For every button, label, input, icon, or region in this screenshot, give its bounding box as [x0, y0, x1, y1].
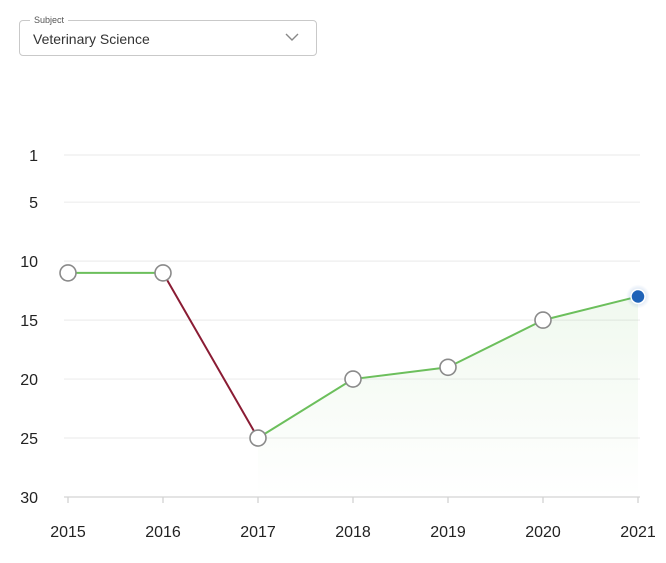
- data-point[interactable]: [59, 264, 77, 282]
- y-tick-label: 5: [29, 195, 38, 212]
- line-segment-rise: [542, 295, 639, 322]
- x-axis-ticks: 2015 2016 2017 2018 2019 2020 2021: [50, 497, 656, 541]
- area-fill-shape: [258, 296, 638, 497]
- line-segment-rise: [257, 378, 354, 440]
- series-points: [59, 264, 650, 447]
- data-point[interactable]: [249, 429, 267, 447]
- area-fill: [258, 296, 638, 497]
- x-tick-label: 2017: [240, 524, 276, 541]
- data-point[interactable]: [439, 358, 457, 377]
- data-point[interactable]: [154, 264, 172, 282]
- x-tick-label: 2016: [145, 524, 181, 541]
- line-segment-rise: [447, 319, 544, 369]
- current-data-point[interactable]: [630, 288, 646, 305]
- data-point[interactable]: [344, 370, 362, 388]
- x-tick-label: 2018: [335, 524, 371, 541]
- y-tick-label: 10: [20, 254, 38, 271]
- series-line: [67, 271, 639, 440]
- x-tick-label: 2021: [620, 524, 656, 541]
- line-segment-decline: [162, 271, 259, 440]
- chevron-down-icon[interactable]: [284, 31, 300, 43]
- data-point[interactable]: [534, 311, 552, 329]
- y-tick-label: 25: [20, 431, 38, 448]
- y-tick-label: 1: [29, 148, 38, 165]
- y-tick-label: 30: [20, 490, 38, 507]
- x-tick-label: 2015: [50, 524, 86, 541]
- y-tick-label: 20: [20, 372, 38, 389]
- x-tick-label: 2020: [525, 524, 561, 541]
- line-segment-rise: [352, 366, 449, 381]
- x-tick-label: 2019: [430, 524, 466, 541]
- subject-select[interactable]: Subject Veterinary Science: [19, 14, 317, 56]
- y-tick-label: 15: [20, 313, 38, 330]
- subject-value: Veterinary Science: [33, 31, 150, 47]
- subject-label: Subject: [30, 14, 69, 26]
